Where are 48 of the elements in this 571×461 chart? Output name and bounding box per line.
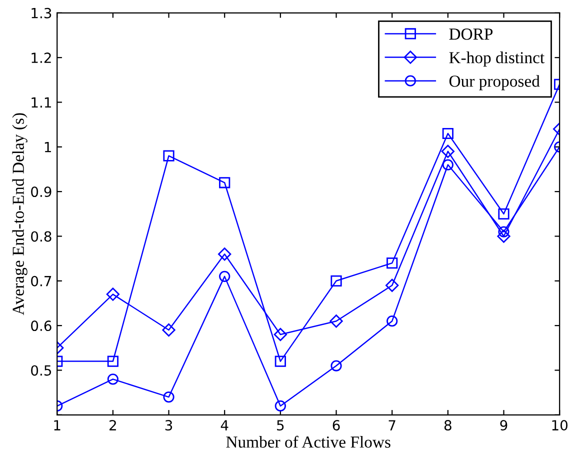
point [274,356,286,367]
point [442,159,454,170]
point [107,356,118,367]
y-tick-label: 0.8 [31,231,52,242]
y-tick-label: 1.2 [32,52,51,63]
x-tick-label: 2 [110,420,116,430]
point [163,391,174,403]
x-tick-label: 9 [500,420,508,431]
point [219,270,230,282]
x-tick-label: 5 [277,420,284,431]
point [386,316,398,327]
point [497,230,510,243]
point [162,323,176,337]
x-tick-label: 8 [444,420,452,431]
point [386,257,398,269]
x-axis-title: Number of Active Flows [226,436,390,448]
point [274,400,286,412]
y-tick-label: 0.9 [31,186,52,198]
point [330,275,342,286]
point [106,288,120,301]
point [274,328,288,342]
point [218,248,232,261]
point [441,144,455,158]
x-tick-label: 10 [552,420,568,431]
point [107,374,118,385]
x-tick-label: 3 [165,420,172,431]
point [498,226,510,238]
legend-label: K-hop distinct [449,52,544,67]
y-tick-label: 1.3 [32,8,52,18]
legend-label: Our proposed [449,75,540,90]
legend-label: DORP [449,28,493,40]
x-tick-label: 1 [54,420,60,430]
point [442,128,454,140]
y-tick-label: 1 [44,142,51,152]
x-tick-label: 7 [388,420,396,430]
point [219,177,230,188]
y-axis-title: Average End-to-End Delay (s) [12,113,28,316]
point [386,278,399,292]
y-tick-label: 0.7 [31,276,52,286]
x-tick-label: 6 [332,420,340,431]
y-tick-label: 0.6 [31,320,52,332]
point [163,150,174,162]
y-tick-label: 0.5 [31,365,52,376]
x-tick-label: 4 [220,420,228,430]
y-tick-label: 1.1 [32,97,51,108]
point [498,208,510,220]
point [330,314,343,328]
point [330,360,342,372]
